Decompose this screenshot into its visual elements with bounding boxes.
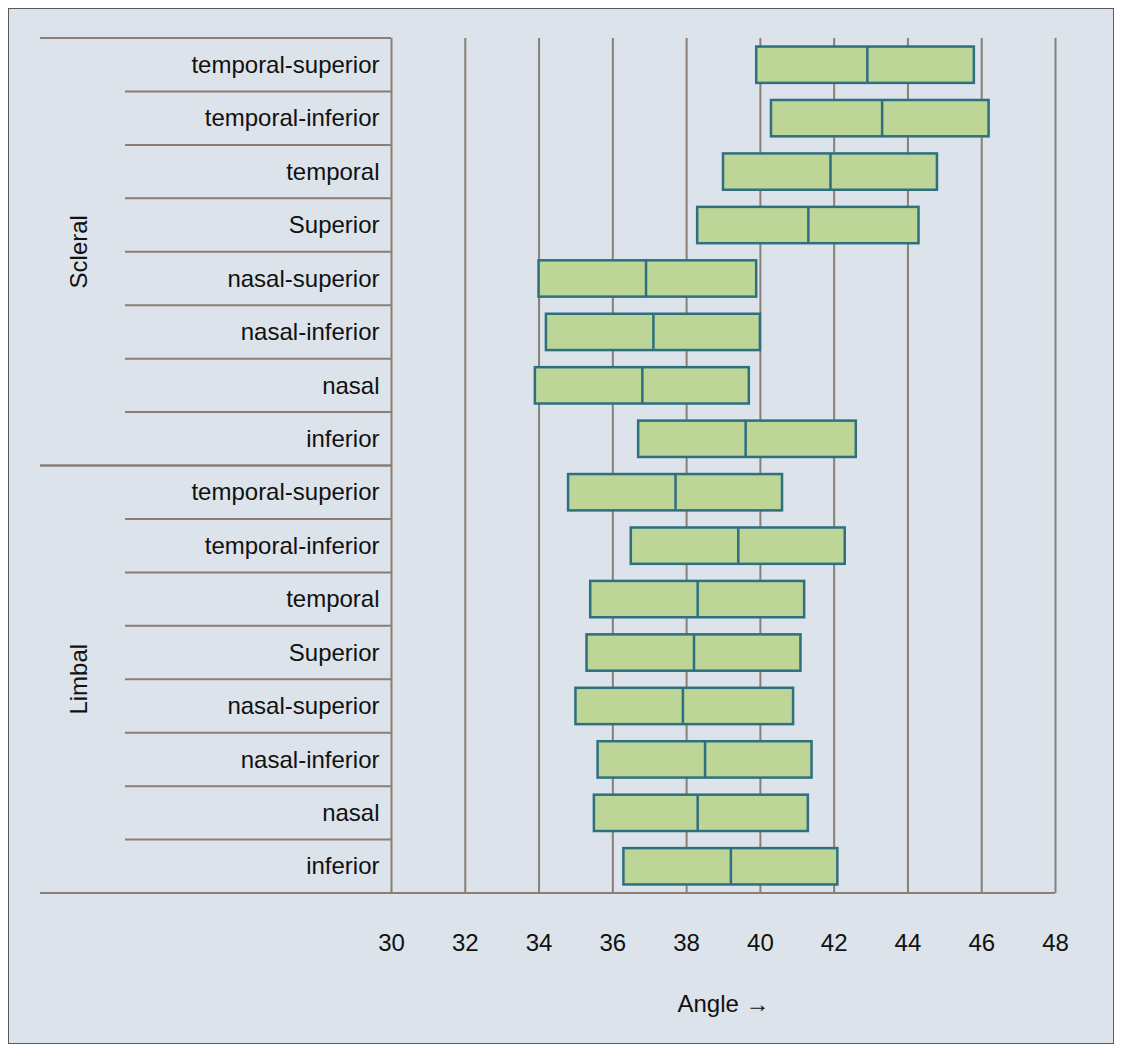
svg-text:inferior: inferior [306, 425, 379, 452]
svg-text:34: 34 [526, 929, 553, 956]
svg-text:46: 46 [968, 929, 995, 956]
svg-text:42: 42 [821, 929, 848, 956]
svg-text:nasal-inferior: nasal-inferior [241, 318, 380, 345]
svg-text:temporal-inferior: temporal-inferior [205, 532, 380, 559]
svg-text:temporal-superior: temporal-superior [191, 478, 379, 505]
svg-text:36: 36 [599, 929, 626, 956]
svg-text:nasal: nasal [322, 799, 379, 826]
svg-text:temporal-superior: temporal-superior [191, 51, 379, 78]
svg-text:nasal-superior: nasal-superior [227, 265, 379, 292]
svg-text:48: 48 [1042, 929, 1069, 956]
svg-text:temporal: temporal [286, 585, 379, 612]
svg-text:nasal-inferior: nasal-inferior [241, 746, 380, 773]
svg-text:Superior: Superior [289, 639, 380, 666]
svg-text:Scleral: Scleral [65, 215, 92, 288]
svg-text:44: 44 [895, 929, 922, 956]
svg-text:temporal-inferior: temporal-inferior [205, 104, 380, 131]
svg-text:temporal: temporal [286, 158, 379, 185]
svg-text:40: 40 [747, 929, 774, 956]
svg-text:30: 30 [378, 929, 405, 956]
svg-text:nasal: nasal [322, 372, 379, 399]
svg-text:Angle →: Angle → [677, 990, 769, 1017]
svg-text:Superior: Superior [289, 211, 380, 238]
svg-text:nasal-superior: nasal-superior [227, 692, 379, 719]
svg-text:32: 32 [452, 929, 479, 956]
svg-text:Limbal: Limbal [65, 644, 92, 715]
svg-text:38: 38 [673, 929, 700, 956]
svg-text:inferior: inferior [306, 852, 379, 879]
